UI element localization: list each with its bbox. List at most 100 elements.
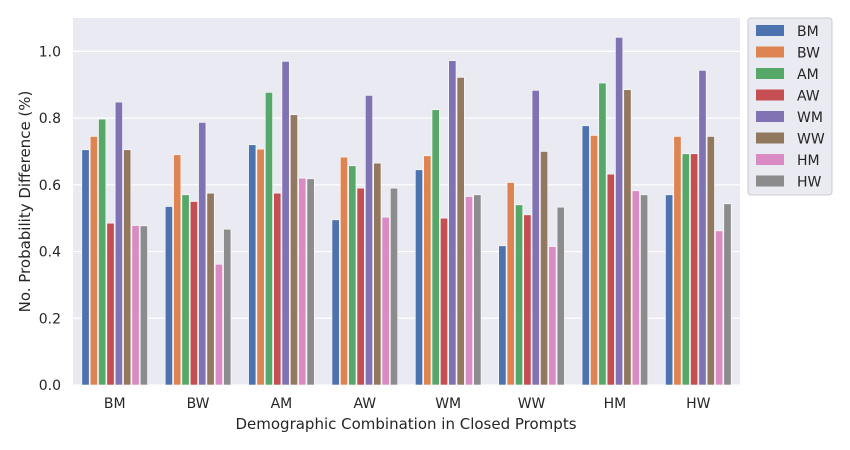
y-tick-label: 0.0	[39, 378, 61, 394]
bar-HW-WM	[698, 70, 707, 386]
bar-BM-HM	[131, 225, 140, 386]
bar-BW-AW	[189, 201, 198, 386]
bar-BM-AW	[106, 222, 115, 386]
bar-BM-WM	[114, 101, 123, 386]
bar-HW-WW	[706, 136, 715, 386]
bar-AM-WW	[289, 114, 298, 386]
legend-label-BW: BW	[797, 46, 820, 62]
legend-label-AW: AW	[797, 89, 820, 105]
x-tick-label: WM	[435, 396, 461, 412]
x-tick-label: BW	[187, 396, 210, 412]
bar-WW-AM	[515, 204, 524, 386]
bar-HM-HW	[640, 194, 649, 386]
legend: BM BW AM AW WM WW HM HW	[747, 17, 833, 196]
bar-HW-AW	[690, 153, 699, 386]
bar-WM-WM	[448, 60, 457, 386]
bar-WM-AM	[431, 109, 440, 386]
bar-HW-BM	[665, 194, 674, 386]
bar-AM-BM	[248, 144, 257, 386]
bar-BW-WW	[206, 192, 215, 386]
legend-label-WW: WW	[797, 132, 825, 148]
bar-AM-AW	[273, 192, 282, 386]
bar-HW-HW	[723, 203, 732, 386]
bar-BW-AM	[181, 194, 190, 386]
legend-label-BM: BM	[797, 24, 819, 40]
x-axis-label: Demographic Combination in Closed Prompt…	[235, 415, 576, 433]
bar-WW-AW	[523, 214, 532, 386]
bar-AM-HW	[306, 178, 315, 386]
bar-AW-AW	[356, 187, 365, 386]
bar-AM-WM	[281, 61, 290, 386]
x-tick-label: AM	[271, 396, 293, 412]
bar-AW-WM	[365, 95, 373, 386]
bar-WM-WW	[456, 77, 465, 386]
legend-swatch-WM	[756, 111, 784, 122]
bar-WW-HW	[556, 206, 565, 386]
legend-box	[747, 17, 833, 196]
bar-AW-BM	[331, 219, 340, 386]
bar-WW-BM	[498, 245, 507, 386]
x-tick-labels: BM BW AM AW WM WW HM HW	[104, 396, 711, 412]
bar-HM-HM	[631, 190, 640, 386]
bar-WW-WW	[540, 151, 549, 386]
bar-BW-HM	[214, 263, 223, 386]
plot-background	[73, 18, 740, 385]
y-tick-labels: 0.0 0.2 0.4 0.6 0.8 1.0	[39, 44, 61, 394]
bar-AW-AM	[348, 165, 357, 386]
legend-label-HM: HM	[797, 153, 820, 169]
bar-HM-AW	[606, 173, 615, 386]
legend-swatch-BM	[756, 25, 784, 36]
bar-AW-HM	[381, 216, 390, 386]
legend-swatch-BW	[756, 46, 784, 58]
bar-BW-HW	[223, 228, 232, 386]
x-tick-label: HW	[686, 396, 711, 412]
bar-HW-HM	[715, 230, 724, 386]
bar-HW-BW	[673, 136, 682, 386]
y-tick-label: 0.6	[39, 178, 61, 194]
bar-BM-HW	[139, 225, 148, 386]
bars	[81, 37, 732, 386]
bar-BM-BW	[89, 136, 98, 386]
bar-BM-WW	[123, 149, 132, 386]
legend-swatch-AM	[756, 68, 784, 79]
bar-HM-WW	[623, 89, 632, 386]
bar-WW-BW	[506, 182, 515, 386]
y-tick-label: 0.8	[39, 111, 61, 127]
x-tick-label: HM	[604, 396, 627, 412]
bar-HM-BM	[581, 125, 590, 386]
bar-AW-WW	[373, 162, 382, 386]
y-tick-label: 1.0	[39, 44, 61, 60]
x-tick-label: WW	[518, 396, 546, 412]
bar-BM-BM	[81, 149, 90, 386]
y-tick-label: 0.4	[39, 245, 61, 261]
bar-WW-HM	[548, 246, 557, 386]
legend-label-HW: HW	[797, 175, 822, 191]
bar-WM-HW	[473, 194, 482, 386]
legend-label-AM: AM	[797, 67, 819, 83]
y-tick-label: 0.2	[39, 311, 61, 327]
legend-swatch-AW	[756, 89, 784, 101]
bar-HW-AM	[681, 153, 690, 386]
bar-AM-HM	[298, 177, 307, 386]
bar-HM-BW	[590, 135, 599, 386]
bar-HM-AM	[598, 82, 607, 386]
bar-WM-AW	[440, 217, 448, 386]
x-tick-label: AW	[353, 396, 376, 412]
y-axis-label: No. Probability Difference (%)	[16, 91, 34, 313]
bar-WM-BW	[423, 155, 432, 386]
bar-WM-BM	[415, 169, 423, 386]
bar-AW-HW	[390, 187, 398, 386]
legend-swatch-HW	[756, 175, 784, 187]
bar-BW-BM	[164, 206, 173, 386]
bar-WW-WM	[531, 90, 540, 386]
bar-BM-AM	[98, 118, 107, 386]
legend-swatch-WW	[756, 132, 784, 144]
bar-BW-WM	[198, 122, 207, 386]
legend-label-WM: WM	[797, 110, 823, 126]
bar-BW-BW	[173, 154, 182, 386]
bar-AM-BW	[256, 148, 265, 386]
legend-swatch-HM	[756, 154, 784, 165]
bar-AW-BW	[339, 156, 348, 386]
bar-HM-WM	[615, 37, 624, 386]
